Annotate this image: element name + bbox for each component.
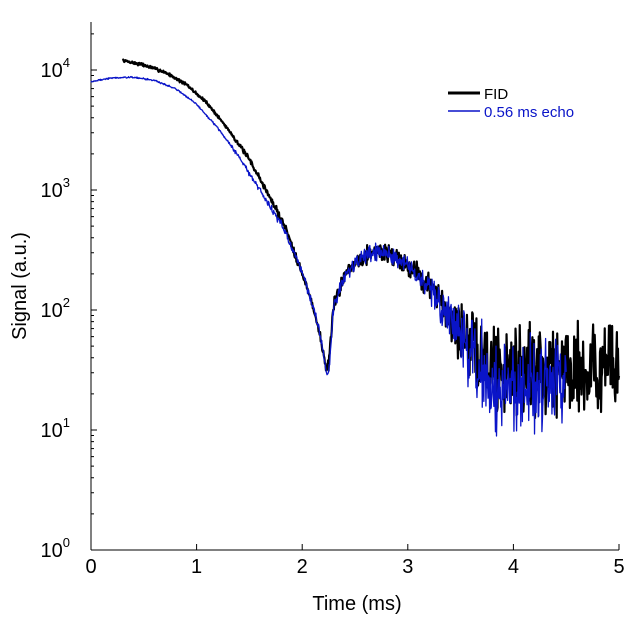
y-tick-exponent: 1 (63, 415, 70, 430)
x-tick-label: 5 (613, 556, 624, 578)
y-tick-base: 10 (41, 420, 63, 442)
y-tick-exponent: 2 (63, 295, 70, 310)
y-tick-exponent: 0 (63, 535, 70, 550)
legend: FID 0.56 ms echo (448, 86, 574, 121)
series-line-echo (90, 75, 567, 437)
y-tick-label: 104 (41, 55, 70, 82)
x-tick-label: 0 (85, 556, 96, 578)
y-axis-title: Signal (a.u.) (9, 232, 31, 340)
y-tick-label: 101 (41, 415, 70, 442)
y-tick-label: 102 (41, 295, 70, 322)
y-tick-base: 10 (41, 300, 63, 322)
legend-label-fid: FID (484, 86, 508, 103)
y-tick-base: 10 (41, 60, 63, 82)
x-tick-label: 4 (508, 556, 519, 578)
series-layer (90, 58, 621, 437)
y-tick-label: 103 (41, 175, 70, 202)
y-tick-base: 10 (41, 540, 63, 562)
y-tick-exponent: 4 (63, 55, 70, 70)
y-tick-exponent: 3 (63, 175, 70, 190)
x-ticks: 0 1 2 3 4 5 (85, 544, 625, 578)
x-axis-title: Time (ms) (312, 593, 401, 615)
y-tick-base: 10 (41, 180, 63, 202)
y-tick-label: 100 (41, 535, 70, 562)
x-tick-label: 2 (297, 556, 308, 578)
x-tick-label: 1 (191, 556, 202, 578)
legend-label-echo: 0.56 ms echo (484, 104, 574, 121)
x-tick-label: 3 (402, 556, 413, 578)
